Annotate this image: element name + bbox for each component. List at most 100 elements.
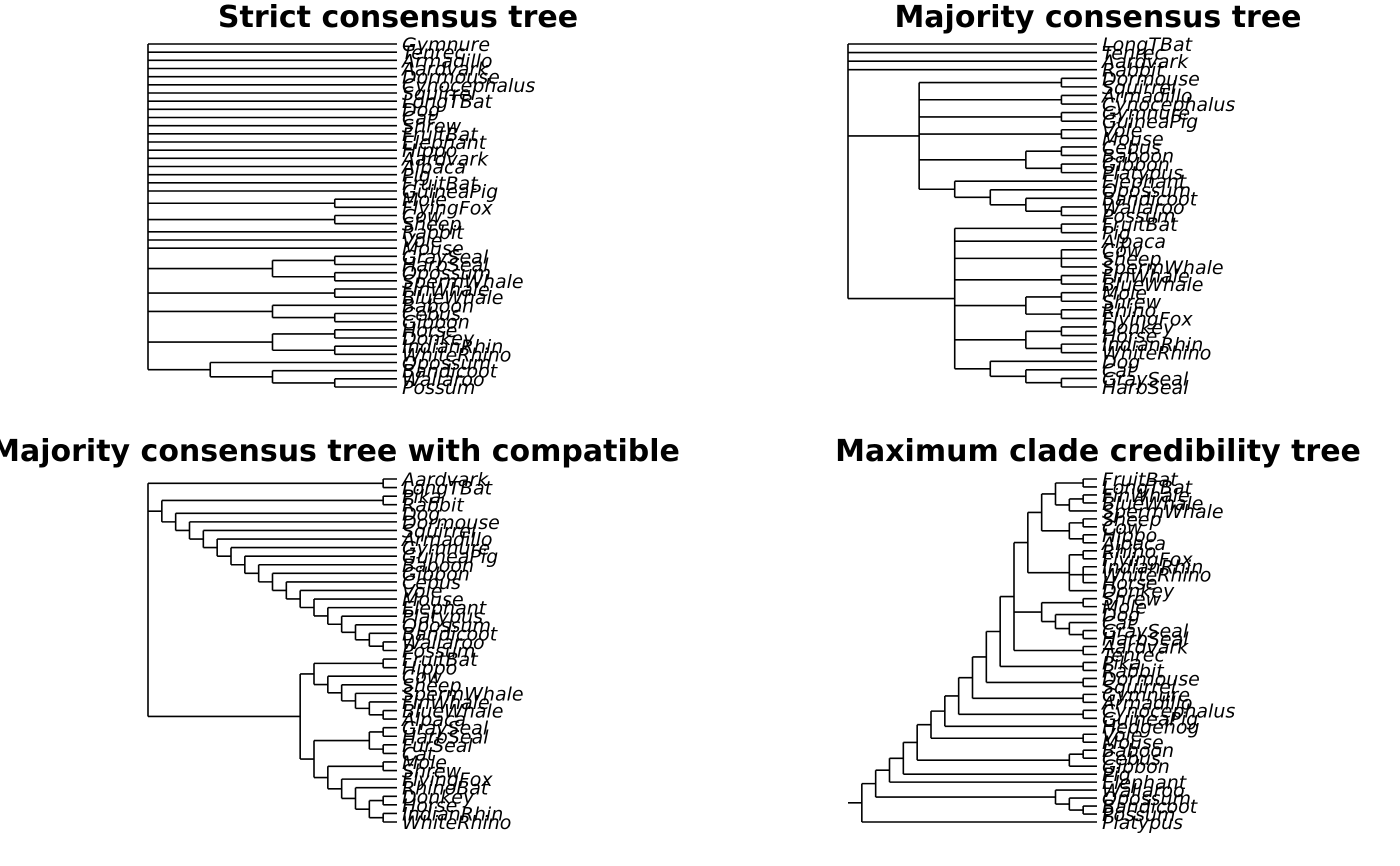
tree-branches (147, 478, 397, 823)
tip-label: Cebus (402, 304, 461, 326)
tip-label: FlyingFox (402, 197, 493, 219)
tip-label: Sheep (402, 214, 462, 236)
tip-label: Dormouse (1102, 68, 1200, 90)
tip-label: RhinoBat (402, 778, 490, 800)
tip-label: Mouse (402, 589, 464, 611)
tip-label: FruitBat (402, 649, 479, 671)
tip-label: Squirrel (402, 520, 477, 542)
tip-label: Hedgehog (1102, 716, 1200, 738)
tip-label: Wallaroo (1102, 197, 1185, 219)
tip-label: Cebus (1102, 137, 1161, 159)
tip-label: Possum (1102, 206, 1175, 228)
tip-label: Horse (402, 320, 457, 342)
tip-label: Rabbit (1102, 660, 1165, 682)
tip-label: Platypus (1102, 163, 1183, 185)
tip-label: WhiteRhino (1102, 343, 1211, 365)
panel-title: Strict consensus tree (218, 0, 578, 35)
tip-label: Armadillo (1100, 692, 1192, 714)
tip-label: IndianRhin (1102, 334, 1203, 356)
tip-label: Bandicoot (1102, 796, 1199, 818)
tip-label: Elephant (1102, 171, 1188, 193)
tip-label: GraySeal (402, 246, 489, 268)
tip-label: LongTBat (1102, 34, 1194, 56)
tip-label: Wallaroo (402, 369, 485, 391)
tip-label: Rhino (1102, 300, 1156, 322)
panel-strict-consensus: Strict consensus tree GymnureTenrecArmad… (147, 0, 578, 399)
tip-label: FlyingFox (1102, 549, 1193, 571)
tip-label: Opossum (1102, 180, 1191, 202)
tip-label: WhiteRhino (402, 344, 511, 366)
tree-branches (847, 43, 1097, 388)
tip-label: Baboon (1102, 740, 1174, 762)
tip-label: Mouse (1102, 732, 1164, 754)
tip-label: FinWhale (402, 279, 490, 301)
tip-label: Sheep (1102, 248, 1162, 270)
tip-label: FruitBat (1102, 214, 1179, 236)
tip-label: Dormouse (402, 67, 500, 89)
tip-label: Gibbon (402, 563, 470, 585)
tip-label: Dog (1102, 351, 1140, 373)
tip-label: Tenrec (1102, 43, 1165, 65)
tip-label: Aardvark (400, 469, 489, 491)
tip-label: FruitBat (1102, 469, 1179, 491)
tip-label: Donkey (402, 328, 475, 350)
tip-label: Cynocephalus (1102, 94, 1235, 116)
panel-title: Maximum clade credibility tree (835, 434, 1361, 469)
tip-label: Rabbit (1102, 60, 1165, 82)
tip-label: Horse (1102, 573, 1157, 595)
tip-label: Cebus (402, 572, 461, 594)
tip-label: SpermWhale (1102, 257, 1224, 279)
tip-label: Alpaca (1100, 231, 1166, 253)
tip-label: Armadillo (400, 50, 492, 72)
tip-label: Hippo (402, 658, 457, 680)
tip-label: Vole (1102, 120, 1142, 142)
tip-label: Cow (1102, 517, 1143, 539)
tip-label: Cow (402, 206, 443, 228)
tip-label: Pig (402, 165, 431, 187)
tip-label: Pig (1102, 764, 1131, 786)
tip-label: IndianRhin (402, 336, 503, 358)
tip-label: Baboon (1102, 145, 1174, 167)
tip-label: Cat (402, 108, 436, 130)
tip-label: Pika (402, 486, 441, 508)
tip-label: Aardvark (400, 148, 489, 170)
tip-label: Mouse (402, 238, 464, 260)
tip-label: Armadillo (1100, 85, 1192, 107)
tip-label: FruitBat (402, 124, 479, 146)
tip-label: Vole (402, 230, 442, 252)
tip-label: Dog (402, 503, 440, 525)
tip-label: GuineaPig (1102, 708, 1198, 730)
tip-label: FinWhale (1102, 266, 1190, 288)
tip-label: Mouse (1102, 128, 1164, 150)
tip-label: Dog (402, 99, 440, 121)
panel-majority-compatible: Majority consensus tree with compatible … (0, 434, 680, 834)
tip-label: Sheep (402, 675, 462, 697)
tip-label: IndianRhin (402, 803, 503, 825)
tip-label: FinWhale (402, 692, 490, 714)
tip-label: FurSeal (402, 735, 473, 757)
tip-label: LongTBat (402, 478, 494, 500)
tip-label: Tenrec (402, 42, 465, 64)
tree-majority-consensus: LongTBatTenrecAardvarkRabbitDormouseSqui… (847, 34, 1235, 399)
tip-label: GuineaPig (402, 181, 498, 203)
tip-label: Gymnure (402, 34, 490, 56)
tip-label: Cat (1102, 613, 1136, 635)
tip-label: Vole (402, 580, 442, 602)
tip-label: Wallaroo (1102, 780, 1185, 802)
tip-label: Possum (402, 377, 475, 399)
tip-label: IndianRhin (1102, 557, 1203, 579)
tip-label: HarbSeal (402, 726, 489, 748)
tip-label: Donkey (1102, 581, 1175, 603)
tree-majority-compatible: AardvarkLongTBatPikaRabbitDogDormouseSqu… (147, 469, 524, 834)
tip-label: Dog (1102, 605, 1140, 627)
tip-label: Possum (1102, 804, 1175, 826)
tip-label: Elephant (402, 598, 488, 620)
tip-label: FlyingFox (402, 769, 493, 791)
tip-label: Dormouse (402, 512, 500, 534)
tip-label: Alpaca (400, 157, 466, 179)
tip-label: BlueWhale (402, 701, 504, 723)
tree-strict-consensus: GymnureTenrecArmadilloAardvarkDormouseCy… (147, 34, 535, 399)
tip-label: Pig (1102, 223, 1131, 245)
tip-label: LongTBat (402, 91, 494, 113)
tip-label: GraySeal (402, 718, 489, 740)
